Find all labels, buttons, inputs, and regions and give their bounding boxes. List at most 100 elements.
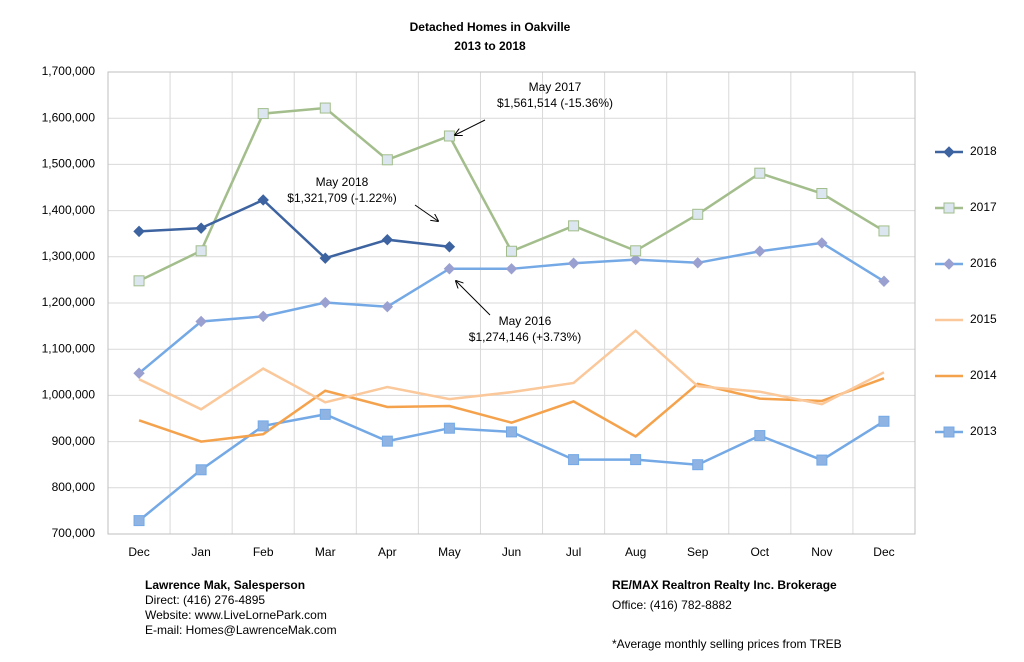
x-tick-label: Feb: [253, 545, 274, 559]
footer-text: Website: www.LiveLornePark.com: [145, 608, 327, 622]
marker: [381, 154, 393, 166]
marker: [816, 454, 828, 466]
x-tick-label: Aug: [625, 545, 646, 559]
legend-label: 2018: [970, 144, 997, 158]
marker: [943, 258, 955, 270]
marker: [195, 464, 207, 476]
chart-title: Detached Homes in Oakville: [410, 20, 571, 34]
annotation: $1,561,514 (-15.36%): [497, 96, 613, 110]
plot-border: [107, 71, 916, 535]
y-tick-label: 1,700,000: [42, 64, 96, 78]
marker: [630, 245, 642, 257]
footer-text: RE/MAX Realtron Realty Inc. Brokerage: [612, 578, 837, 592]
marker: [319, 102, 331, 114]
legend-label: 2017: [970, 200, 997, 214]
marker: [257, 420, 269, 432]
marker: [630, 454, 642, 466]
marker: [692, 459, 704, 471]
marker: [257, 310, 269, 323]
marker: [692, 208, 704, 220]
line: [138, 198, 450, 260]
marker: [754, 245, 766, 257]
annotation-arrow: [456, 281, 491, 316]
marker: [568, 220, 580, 232]
footer-text: Office: (416) 782-8882: [612, 598, 732, 612]
marker: [943, 426, 955, 438]
footer-name: Lawrence Mak, Salesperson: [145, 578, 305, 592]
marker: [443, 263, 456, 275]
marker: [443, 241, 456, 253]
x-tick-label: Jan: [191, 545, 210, 559]
marker: [195, 222, 207, 234]
line: [138, 377, 885, 443]
marker: [319, 296, 331, 309]
y-tick-label: 1,600,000: [42, 110, 96, 124]
marker: [319, 252, 331, 264]
y-tick-label: 1,400,000: [42, 203, 96, 217]
marker: [443, 422, 455, 434]
marker: [506, 426, 517, 438]
marker: [381, 233, 394, 246]
legend-label: 2014: [970, 368, 997, 382]
x-tick-label: Apr: [378, 545, 397, 559]
marker: [754, 430, 766, 442]
marker: [754, 167, 766, 179]
marker: [878, 415, 890, 427]
annotation-arrow: [414, 204, 438, 221]
y-tick-label: 900,000: [52, 434, 96, 448]
line: [138, 329, 885, 411]
annotation: May 2017: [529, 80, 582, 94]
marker: [195, 315, 207, 328]
annotation: $1,321,709 (-1.22%): [287, 191, 396, 205]
marker: [319, 408, 331, 420]
marker: [381, 435, 393, 447]
marker: [943, 146, 955, 158]
x-tick-label: May: [438, 545, 461, 559]
x-tick-label: Dec: [128, 545, 149, 559]
marker: [506, 245, 517, 257]
x-tick-label: Jun: [502, 545, 521, 559]
marker: [567, 257, 580, 269]
legend-label: 2015: [970, 312, 997, 326]
y-tick-label: 1,500,000: [42, 157, 96, 171]
marker: [629, 253, 642, 266]
y-tick-label: 1,000,000: [42, 388, 96, 402]
annotation-arrow: [455, 119, 486, 135]
y-tick-label: 1,100,000: [42, 341, 96, 355]
line: [138, 241, 885, 375]
marker: [195, 245, 207, 257]
x-tick-label: Nov: [811, 545, 832, 559]
x-tick-label: Sep: [687, 545, 709, 559]
marker: [133, 275, 145, 287]
y-tick-label: 1,300,000: [42, 249, 96, 263]
marker: [133, 367, 145, 379]
marker: [381, 300, 394, 313]
marker: [133, 515, 145, 527]
marker: [443, 130, 455, 142]
footer-text: *Average monthly selling prices from TRE…: [612, 637, 842, 651]
marker: [692, 257, 704, 269]
y-tick-label: 700,000: [52, 526, 96, 540]
x-tick-label: Oct: [750, 545, 769, 559]
legend-label: 2013: [970, 424, 997, 438]
marker: [943, 202, 955, 214]
marker: [257, 108, 269, 120]
x-tick-label: Dec: [873, 545, 894, 559]
marker: [505, 263, 518, 275]
marker: [878, 275, 890, 287]
annotation: May 2016: [499, 314, 552, 328]
y-tick-label: 800,000: [52, 480, 96, 494]
legend-label: 2016: [970, 256, 997, 270]
marker: [568, 454, 580, 466]
x-tick-label: Jul: [566, 545, 581, 559]
footer-text: E-mail: Homes@LawrenceMak.com: [145, 623, 337, 637]
marker: [257, 194, 269, 206]
marker: [133, 225, 145, 238]
marker: [816, 237, 828, 249]
annotation: May 2018: [316, 175, 369, 189]
annotation: $1,274,146 (+3.73%): [469, 330, 581, 344]
marker: [816, 188, 828, 200]
marker: [878, 225, 890, 237]
footer-text: Direct: (416) 276-4895: [145, 593, 265, 607]
